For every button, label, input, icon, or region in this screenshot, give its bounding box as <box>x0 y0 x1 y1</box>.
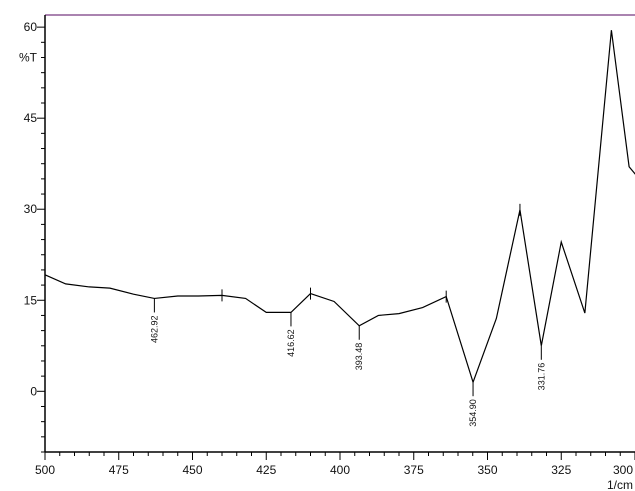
y-tick-label: 0 <box>30 384 37 398</box>
x-tick-label: 350 <box>477 463 497 477</box>
y-tick-label: 60 <box>24 20 38 34</box>
peak-label: 393.48 <box>354 343 364 371</box>
spectrum-line <box>44 30 635 385</box>
peak-label: 354.90 <box>468 399 478 427</box>
series-layer <box>44 30 635 385</box>
peaks-layer: 462.92 416.62 393.48 354.90 331.76 <box>149 203 546 427</box>
x-axis-label: 1/cm <box>607 478 633 491</box>
x-tick-label: 400 <box>330 463 350 477</box>
peak-label: 462.92 <box>149 315 159 343</box>
axes-layer <box>44 15 635 453</box>
y-tick-label: 45 <box>24 111 38 125</box>
peak-label: 331.76 <box>536 363 546 391</box>
y-axis-label: %T <box>19 50 38 64</box>
peak-label: 416.62 <box>286 329 296 357</box>
x-tick-label: 325 <box>551 463 571 477</box>
x-tick-label: 500 <box>35 463 55 477</box>
x-tick-label: 300 <box>613 463 633 477</box>
x-tick-label: 450 <box>182 463 202 477</box>
x-tick-label: 375 <box>404 463 424 477</box>
x-tick-label: 425 <box>256 463 276 477</box>
ticks-layer: 0 15 30 45 60 500 475 450 425 400 375 350 325 300 <box>24 20 635 477</box>
x-tick-label: 475 <box>109 463 129 477</box>
y-tick-label: 15 <box>24 293 38 307</box>
y-tick-label: 30 <box>24 202 38 216</box>
